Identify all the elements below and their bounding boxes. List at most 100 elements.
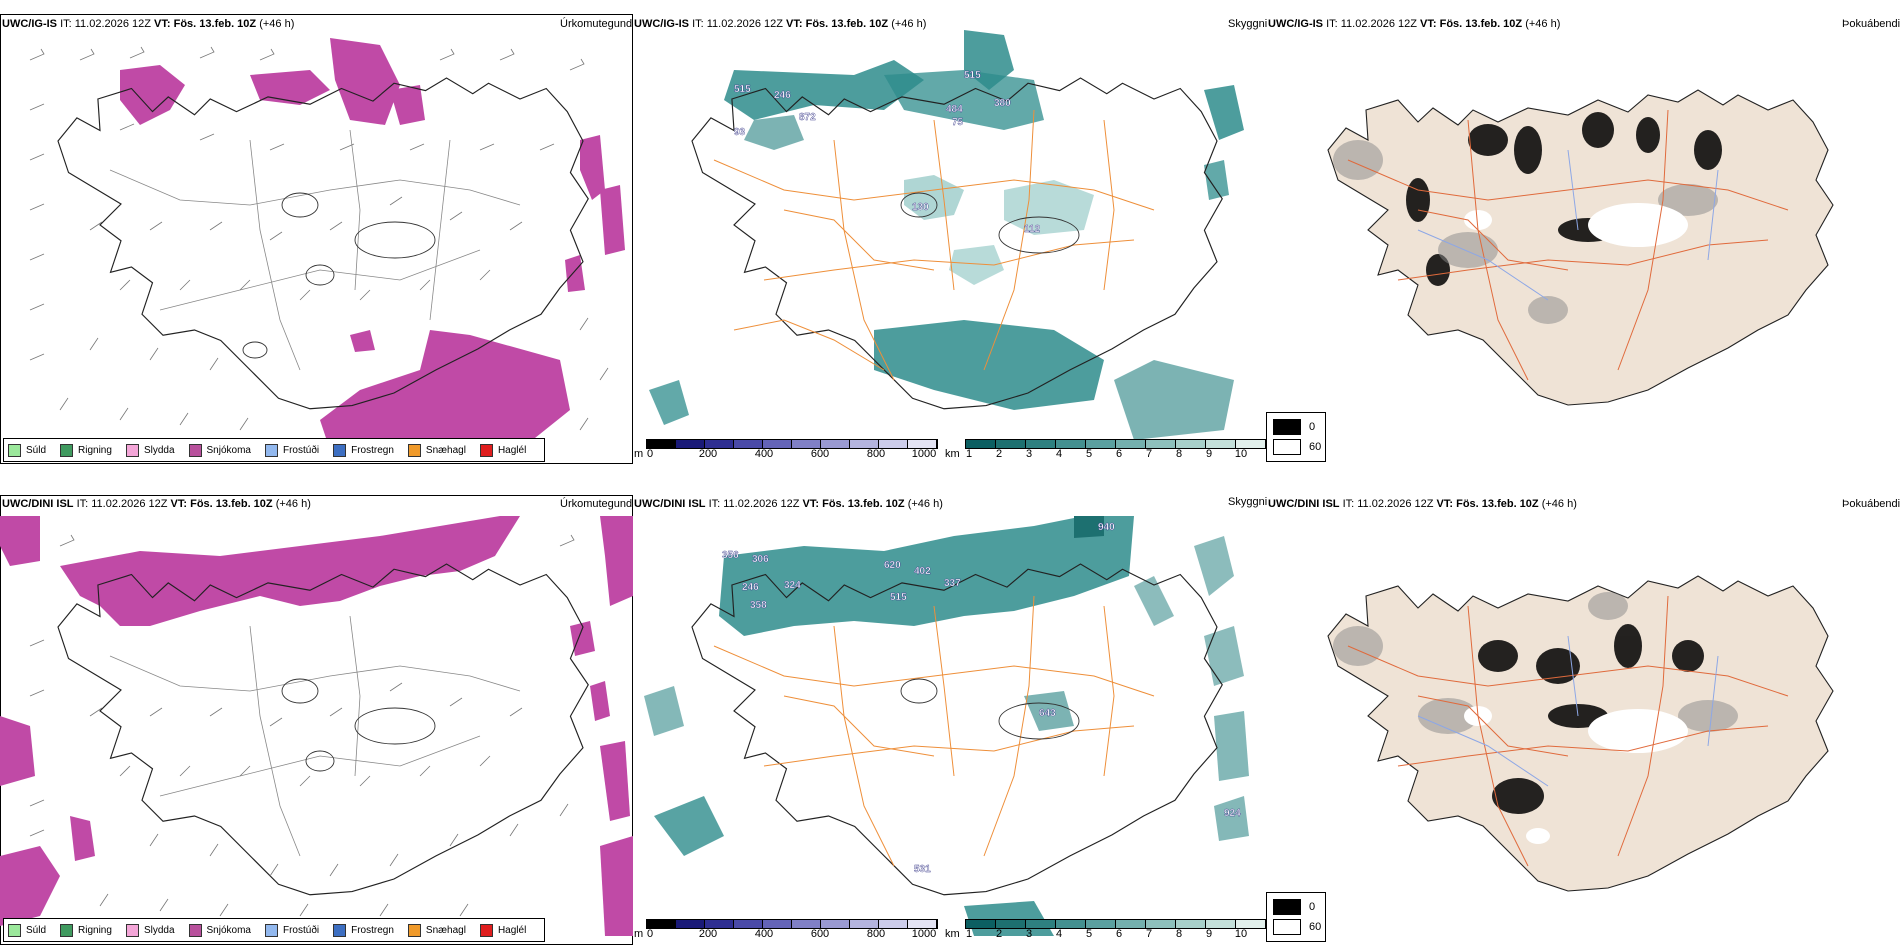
precip-panel-title-dini: UWC/DINI ISL IT: 11.02.2026 12Z VT: Fös.… [2, 498, 311, 510]
cloudbase-label: 940 [1098, 522, 1115, 533]
cloudbase-label: 872 [799, 112, 816, 123]
fog-legend-high: 60 [1309, 441, 1322, 453]
cloudbase-colorbar-dini: m 0 200 400 600 800 1000 [634, 918, 938, 948]
cloud-map-ig-is: 515 246 872 93 515 484 75 380 130 112 [649, 30, 1244, 440]
model-name: UWC/DINI ISL [2, 498, 74, 510]
precip-type-legend-ig-is: Súld Rigning Slydda Snjókoma Frostúði Fr… [3, 438, 546, 462]
lead-time: (+46 h) [259, 18, 295, 30]
cloudbase-label: 130 [912, 202, 929, 213]
visibility-segments [965, 439, 1267, 449]
init-time: IT: 11.02.2026 12Z [708, 498, 800, 510]
fog-panel-name-ig-is: Þokuábendi [1842, 18, 1900, 30]
legend-item-snaehagl: Snæhagl [407, 443, 466, 457]
legend-item-snaehagl: Snæhagl [407, 923, 466, 937]
valid-time: VT: Fös. 13.feb. 10Z [170, 498, 273, 510]
snow-area [330, 38, 400, 125]
snow-area [320, 330, 570, 450]
fog-index-legend-ig-is: 0 60 [1266, 412, 1326, 462]
visibility-tick: 8 [1175, 448, 1183, 460]
cloudbase-label: 356 [722, 550, 739, 561]
legend-item-rigning: Rigning [60, 923, 112, 937]
valid-time: VT: Fös. 13.feb. 10Z [1436, 498, 1539, 510]
visibility-tick: 7 [1145, 448, 1153, 460]
cloudbase-tick: 1000 [911, 928, 937, 940]
cloudbase-unit: m [634, 448, 644, 460]
visibility-tick: 4 [1055, 448, 1063, 460]
fog-panel-name-dini: Þokuábendi [1842, 498, 1900, 510]
lead-time: (+46 h) [907, 498, 943, 510]
visibility-tick: 1 [965, 928, 973, 940]
cloudbase-tick: 400 [754, 448, 774, 460]
cloudbase-label: 924 [1224, 808, 1241, 819]
lead-time: (+46 h) [1541, 498, 1577, 510]
fog-legend-low: 0 [1309, 901, 1316, 913]
visibility-segments [965, 919, 1267, 929]
fog-legend-low: 0 [1309, 421, 1316, 433]
snow-area [70, 816, 95, 861]
cloudbase-label: 515 [890, 592, 907, 603]
cloudbase-tick: 600 [810, 928, 830, 940]
cloudbase-label: 402 [914, 566, 931, 577]
precip-panel-title-ig-is: UWC/IG-IS IT: 11.02.2026 12Z VT: Fös. 13… [2, 18, 294, 30]
cloudbase-label: 515 [734, 84, 751, 95]
cloudbase-label: 643 [1039, 708, 1056, 719]
model-name: UWC/IG-IS [2, 18, 57, 30]
init-time: IT: 11.02.2026 12Z [1342, 498, 1434, 510]
valid-time: VT: Fös. 13.feb. 10Z [786, 18, 889, 30]
visibility-tick: 5 [1085, 928, 1093, 940]
init-time: IT: 11.02.2026 12Z [1326, 18, 1417, 30]
lead-time: (+46 h) [275, 498, 311, 510]
visibility-tick: 2 [995, 928, 1003, 940]
snow-area [350, 330, 375, 352]
cloud-panel-title-ig-is: UWC/IG-IS IT: 11.02.2026 12Z VT: Fös. 13… [634, 18, 926, 30]
cloud-panel-name-ig-is: Skyggni [1228, 18, 1268, 30]
cloudbase-label: 484 [946, 104, 963, 115]
precip-panel-name-dini: Úrkomutegund [560, 498, 633, 510]
legend-item-sudl: Súld [8, 923, 46, 937]
model-name: UWC/IG-IS [1268, 18, 1323, 30]
visibility-tick: 3 [1025, 928, 1033, 940]
cloudbase-label: 358 [750, 600, 767, 611]
model-name: UWC/DINI ISL [1268, 498, 1340, 510]
cloudbase-label: 75 [952, 117, 964, 128]
legend-item-haglel: Haglél [479, 443, 526, 457]
model-name: UWC/DINI ISL [634, 498, 706, 510]
fog-legend-high: 60 [1309, 921, 1322, 933]
maps-row-ig-is: 515 246 872 93 515 484 75 380 130 112 [29, 30, 1834, 450]
legend-item-snjokoma: Snjókoma [188, 443, 251, 457]
snow-area [390, 85, 425, 125]
cloudbase-tick: 0 [646, 928, 654, 940]
cloudbase-label: 324 [784, 580, 801, 591]
cloudbase-label: 380 [994, 98, 1011, 109]
legend-item-frostudi: Frostúði [264, 443, 319, 457]
fog-panel-title-ig-is: UWC/IG-IS IT: 11.02.2026 12Z VT: Fös. 13… [1268, 18, 1560, 30]
cloud-panel-name-dini: Skyggni [1228, 496, 1268, 508]
snow-area [590, 681, 610, 721]
cloudbase-label: 531 [914, 864, 931, 875]
precip-type-legend-dini: Súld Rigning Slydda Snjókoma Frostúði Fr… [3, 918, 546, 942]
visibility-tick: 8 [1175, 928, 1183, 940]
visibility-tick: 1 [965, 448, 973, 460]
init-time: IT: 11.02.2026 12Z [76, 498, 168, 510]
visibility-tick: 3 [1025, 448, 1033, 460]
cloudbase-tick: 800 [866, 448, 886, 460]
legend-item-snjokoma: Snjókoma [188, 923, 251, 937]
cloudbase-label: 93 [734, 127, 746, 138]
init-time: IT: 11.02.2026 12Z [692, 18, 783, 30]
visibility-tick: 6 [1115, 448, 1123, 460]
cloudbase-tick: 200 [698, 928, 718, 940]
precip-map-dini [0, 516, 633, 936]
snow-area [570, 621, 595, 656]
snow-area [120, 65, 185, 125]
cloudbase-tick: 200 [698, 448, 718, 460]
legend-item-frostregn: Frostregn [333, 443, 394, 457]
cloudbase-tick: 400 [754, 928, 774, 940]
lead-time: (+46 h) [1525, 18, 1561, 30]
precip-map-ig-is [29, 38, 625, 450]
cloudbase-label: 112 [1024, 224, 1041, 235]
visibility-tick: 10 [1234, 448, 1248, 460]
cloudbase-label: 515 [964, 70, 981, 81]
snow-area [60, 516, 520, 626]
snow-area [565, 255, 585, 292]
visibility-colorbar-dini: km 1 2 3 4 5 6 7 8 9 10 [945, 918, 1267, 948]
